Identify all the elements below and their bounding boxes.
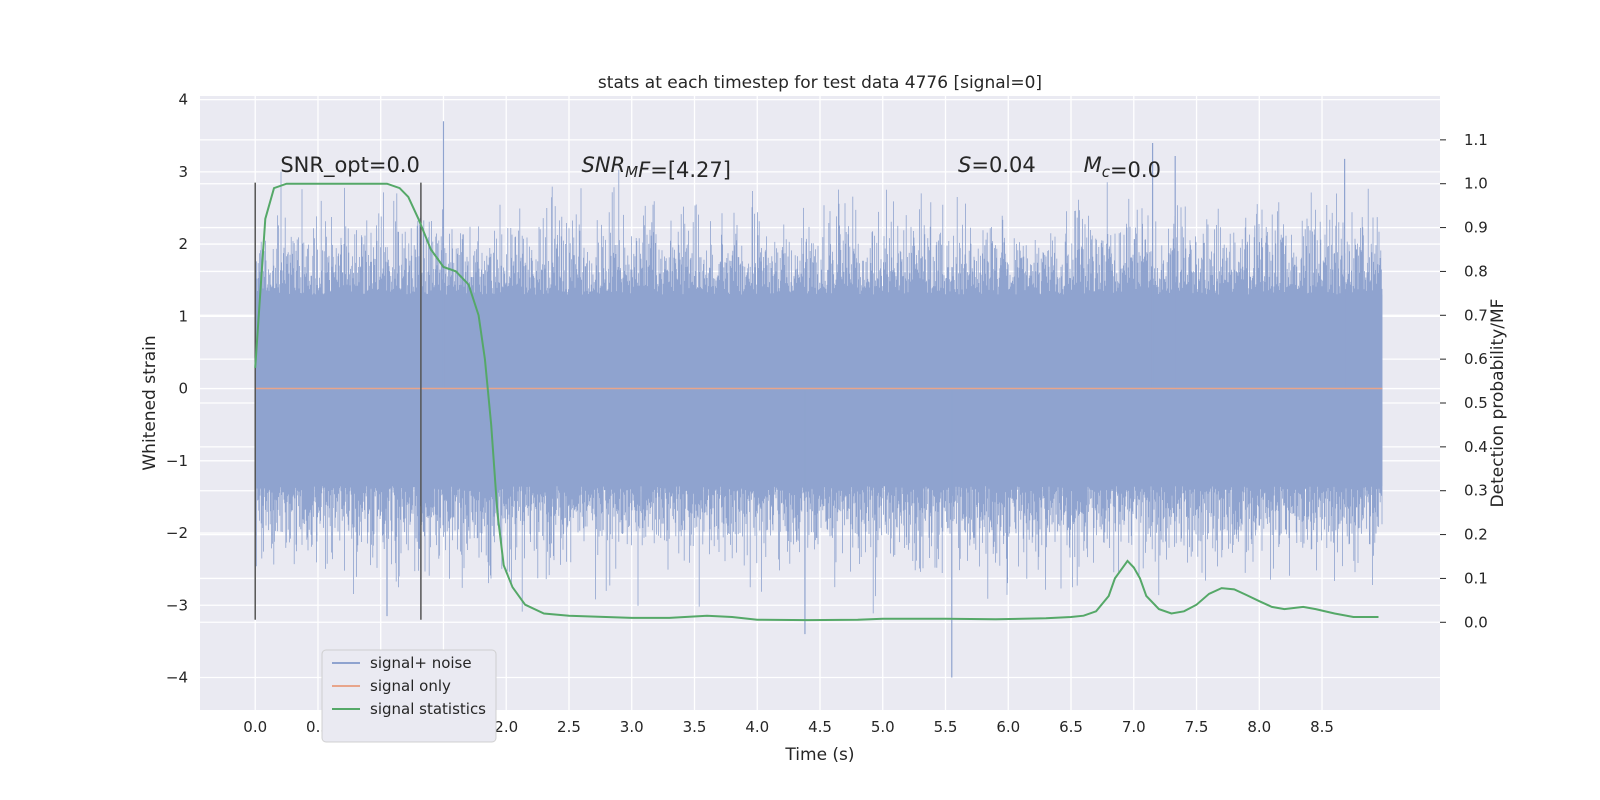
legend-label-signal-statistics: signal statistics [370, 700, 486, 718]
y-left-tick-3: −1 [166, 452, 188, 470]
y-right-tick-9: 0.9 [1464, 219, 1488, 237]
annotation-mc-value-value: =0.0 [1110, 158, 1161, 182]
y-left-axis-label: Whitened strain [140, 335, 160, 470]
x-tick-16: 8.0 [1247, 718, 1271, 736]
annotation-mc-value-symbol: M [1084, 153, 1102, 177]
annotation-snr-mf: SNRMF=[4.27] [582, 153, 731, 182]
y-left-tick-1: −3 [166, 596, 188, 614]
y-right-tick-3: 0.3 [1464, 482, 1488, 500]
y-right-tick-8: 0.8 [1464, 262, 1488, 280]
x-tick-8: 4.0 [745, 718, 769, 736]
x-tick-10: 5.0 [871, 718, 895, 736]
y-right-tick-4: 0.4 [1464, 438, 1488, 456]
annotation-snr-mf-subscript: M [625, 163, 638, 181]
annotation-snr-mf-value: =[4.27] [650, 158, 731, 182]
y-left-tick-7: 3 [178, 163, 188, 181]
signal-statistics-line [254, 182, 1379, 622]
legend-box [321, 649, 497, 743]
y-left-tick-5: 1 [178, 307, 188, 325]
x-tick-6: 3.0 [620, 718, 644, 736]
y-right-axis-label: Detection probability/MF [1488, 299, 1508, 508]
y-left-tick-2: −2 [166, 524, 188, 542]
y-right-tick-2: 0.2 [1464, 526, 1488, 544]
x-tick-9: 4.5 [808, 718, 832, 736]
chart-title: stats at each timestep for test data 477… [598, 73, 1042, 93]
annotation-s-value-value: =0.04 [971, 153, 1035, 177]
signal-noise-series [254, 121, 1383, 678]
annotations: SNR_opt=0.0 SNRMF=[4.27] S=0.04 Mc=0.0 [280, 153, 1161, 182]
annotation-s-value-symbol: S [958, 153, 971, 177]
x-tick-4: 2.0 [494, 718, 518, 736]
y-left-tick-8: 4 [178, 91, 188, 109]
legend-label-signal-noise: signal+ noise [370, 654, 472, 672]
y-right-tick-11: 1.1 [1464, 131, 1488, 149]
y-right-axis-ticks: 0.0 0.1 0.2 0.3 0.4 0.5 0.6 0.7 0.8 0.9 1.0 1.1 [1440, 131, 1488, 631]
annotation-snr-mf-symbol: SNR [582, 153, 626, 177]
legend: signal+ noise signal only signal statist… [321, 649, 497, 743]
y-right-tick-5: 0.5 [1464, 394, 1488, 412]
y-right-tick-1: 0.1 [1464, 569, 1488, 587]
legend-label-signal-only: signal only [370, 677, 451, 695]
x-tick-12: 6.0 [996, 718, 1020, 736]
vertical-markers [254, 182, 422, 620]
x-tick-0: 0.0 [243, 718, 267, 736]
annotation-mc-value-subscript: c [1102, 163, 1111, 181]
x-axis-ticks: 0.00.51.01.52.02.53.03.54.04.55.05.56.06… [243, 718, 1334, 736]
x-tick-14: 7.0 [1122, 718, 1146, 736]
annotation-mc-value: Mc=0.0 [1084, 153, 1161, 182]
x-axis-label: Time (s) [784, 745, 854, 765]
x-tick-17: 8.5 [1310, 718, 1334, 736]
y-left-tick-4: 0 [178, 380, 188, 398]
annotation-snr-mf-symbol2: F [638, 158, 651, 182]
annotation-snr-opt: SNR_opt=0.0 [280, 153, 420, 178]
y-left-tick-0: −4 [166, 668, 188, 686]
x-tick-11: 5.5 [934, 718, 958, 736]
y-right-tick-10: 1.0 [1464, 175, 1488, 193]
y-left-axis-ticks: −4 −3 −2 −1 0 1 2 3 4 [166, 91, 188, 687]
x-tick-15: 7.5 [1185, 718, 1209, 736]
y-left-tick-6: 2 [178, 235, 188, 253]
x-tick-5: 2.5 [557, 718, 581, 736]
y-right-tick-7: 0.7 [1464, 306, 1488, 324]
y-right-tick-6: 0.6 [1464, 350, 1488, 368]
x-tick-7: 3.5 [683, 718, 707, 736]
x-tick-13: 6.5 [1059, 718, 1083, 736]
annotation-s-value: S=0.04 [958, 153, 1036, 177]
y-right-tick-0: 0.0 [1464, 613, 1488, 631]
